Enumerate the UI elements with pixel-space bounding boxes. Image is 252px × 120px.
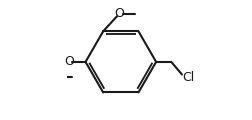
Text: O: O — [64, 55, 74, 68]
Text: Cl: Cl — [182, 71, 194, 84]
Text: O: O — [114, 7, 124, 20]
